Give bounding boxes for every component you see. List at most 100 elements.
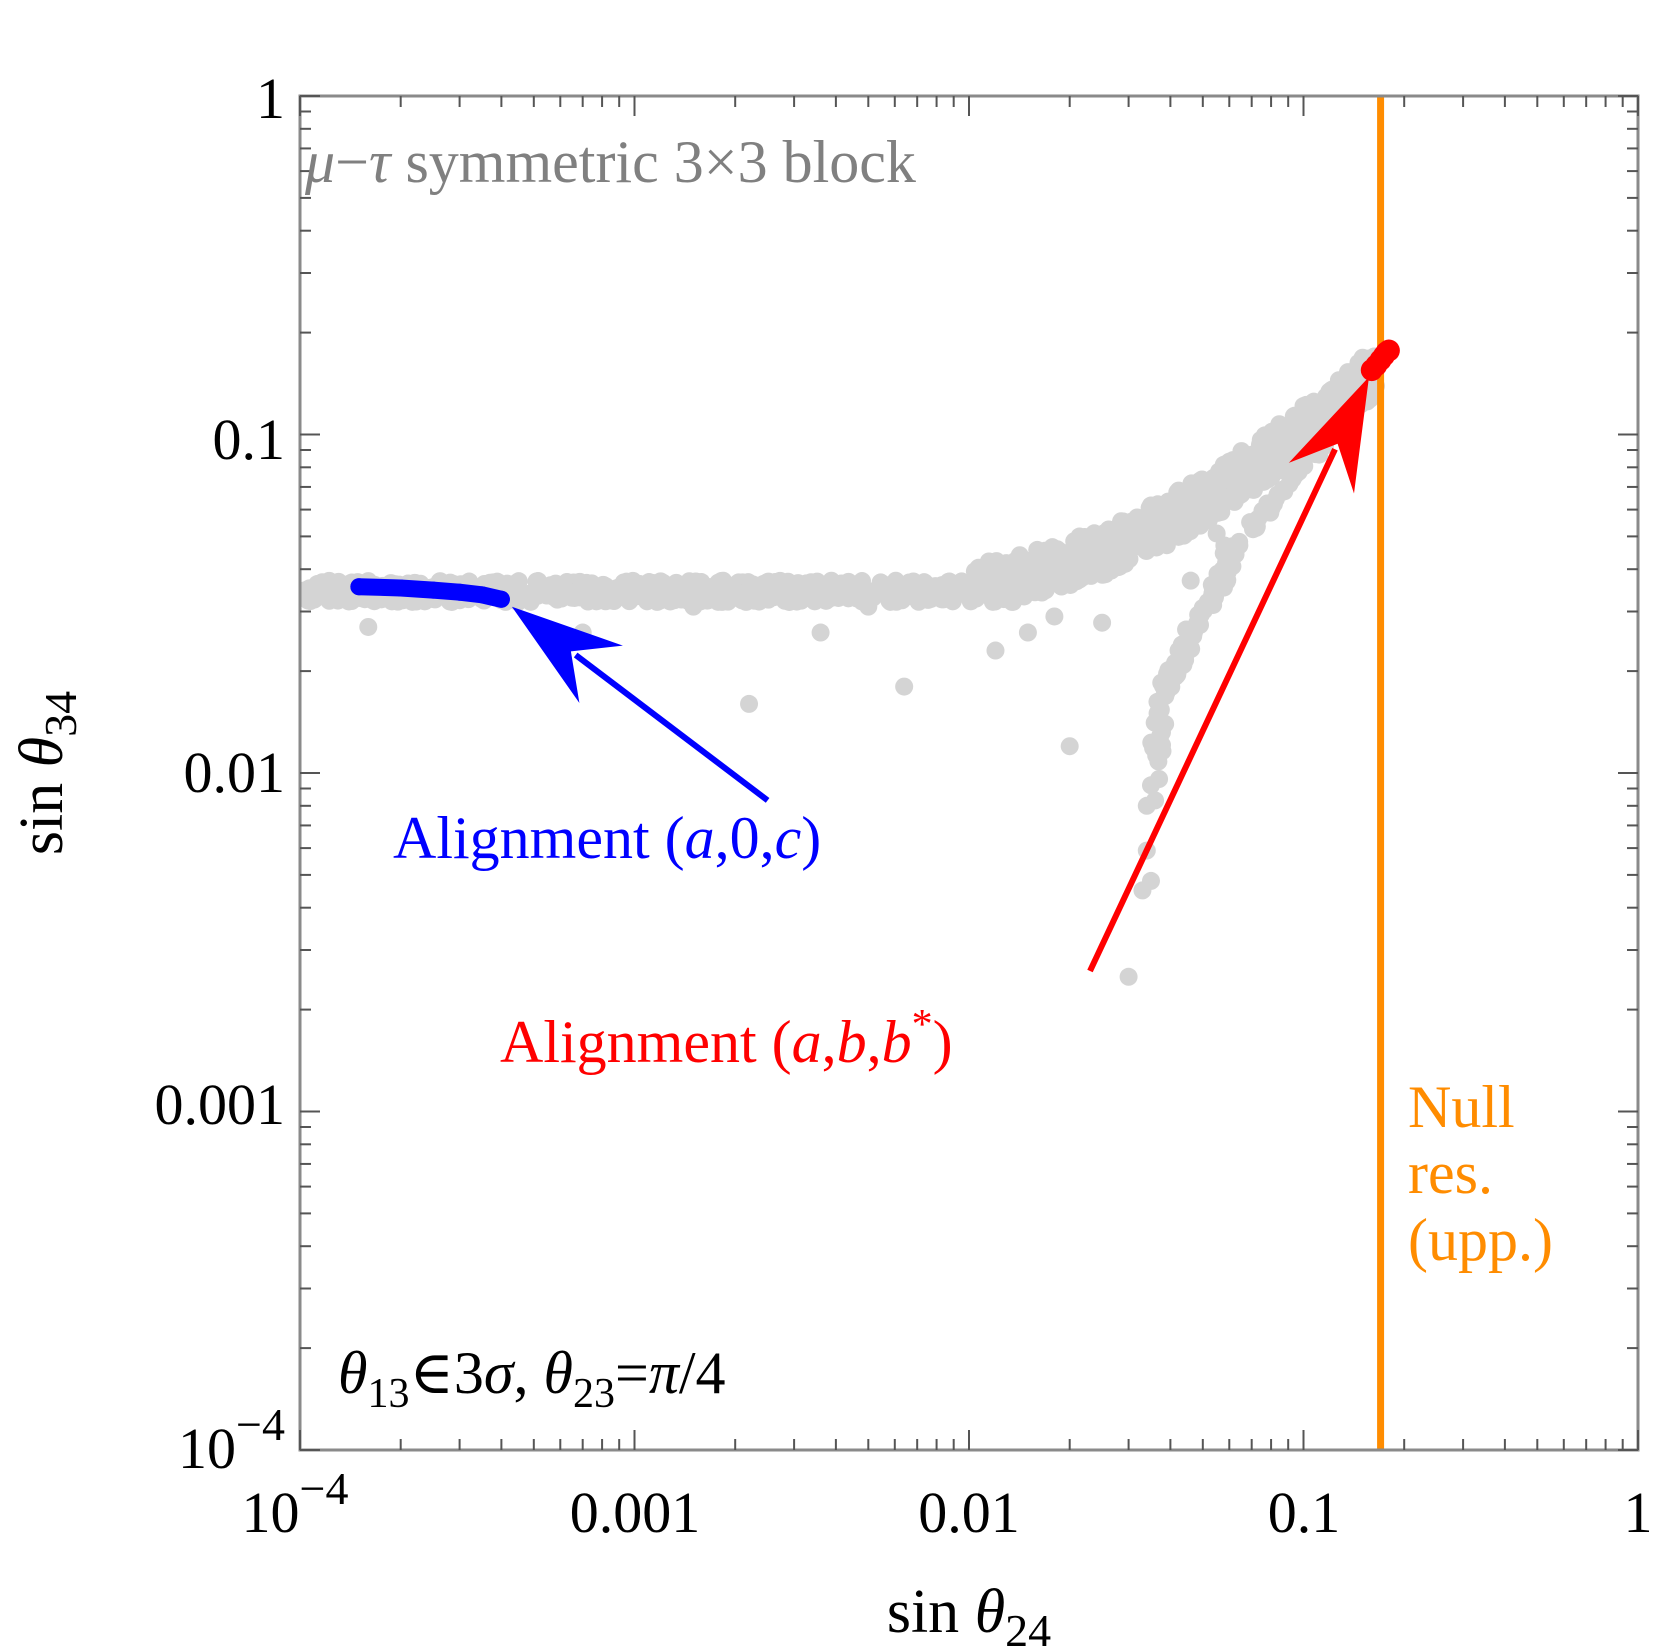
highlight-series: [350, 339, 1400, 608]
scan-outlier-point: [1045, 607, 1064, 626]
scan-outlier-point: [1119, 967, 1138, 986]
alignment-abb-point: [1377, 339, 1400, 362]
scan-point: [580, 580, 599, 599]
red-arrow-head: [1288, 376, 1369, 494]
scan-point: [848, 583, 867, 602]
scan-outlier-point: [740, 694, 759, 713]
x-tick-label-0.01: 0.01: [918, 1480, 1020, 1545]
axis-ticks: [299, 95, 1639, 1451]
scan-point: [890, 576, 909, 595]
scan-point: [1052, 577, 1071, 596]
scan-point: [633, 577, 652, 596]
alignment-a0c-point: [424, 581, 442, 599]
scan-outlier-point: [986, 641, 1005, 660]
reference-line-label-line-1: Null: [1408, 1074, 1515, 1140]
alignment-a0c-point: [492, 590, 510, 608]
scan-point: [1074, 541, 1093, 560]
scan-outlier-point: [1060, 737, 1079, 756]
scan-point: [1024, 551, 1043, 570]
scan-point: [1271, 456, 1290, 475]
scan-point: [1250, 435, 1269, 454]
blue-series-label: Alignment (a,0,c): [393, 805, 821, 871]
scan-outlier-point: [1018, 623, 1037, 642]
scan-point: [961, 590, 980, 609]
scan-point: [773, 579, 792, 598]
reference-line-label-line-2: res.: [1408, 1140, 1493, 1206]
scan-point: [654, 573, 673, 592]
reference-line-label-line-3: (upp.): [1408, 1207, 1553, 1273]
scan-point: [1008, 550, 1027, 569]
scan-point: [1232, 442, 1251, 461]
scan-branch-point: [1218, 563, 1237, 582]
scan-branch-point: [1266, 489, 1285, 508]
scan-branch-point: [1280, 474, 1299, 493]
scan-point: [1295, 418, 1314, 437]
scan-point: [826, 586, 845, 605]
scan-point: [990, 572, 1009, 591]
x-tick-label-1e-4: 10−4: [242, 1463, 349, 1545]
scan-point: [1209, 470, 1228, 489]
scan-point: [1280, 418, 1299, 437]
alignment-a0c-point: [350, 578, 368, 596]
y-tick-label-0.001: 0.001: [155, 1072, 286, 1137]
y-tick-label-0.1: 0.1: [213, 407, 286, 472]
scan-point: [916, 574, 935, 593]
scan-point: [617, 588, 636, 607]
scan-point: [1171, 504, 1190, 523]
red-series-label: Alignment (a,b,b*): [500, 1002, 953, 1075]
y-tick-label-1: 1: [256, 66, 285, 131]
scan-point: [1027, 571, 1046, 590]
scan-point: [548, 582, 567, 601]
scan-outlier-point: [1207, 524, 1226, 543]
scan-point: [1175, 525, 1194, 544]
scan-branch-point: [1176, 646, 1195, 665]
scan-point: [881, 592, 900, 611]
scan-branch-point: [1149, 707, 1168, 726]
scan-outlier-point: [895, 677, 914, 696]
annotation-arrows: [511, 376, 1369, 973]
scan-outlier-point: [1150, 770, 1169, 789]
scan-branch-point: [1191, 615, 1210, 634]
scan-outlier-point: [859, 597, 878, 616]
scan-point: [1084, 558, 1103, 577]
scan-points: [300, 347, 1385, 986]
scan-branch-point: [1168, 665, 1187, 684]
scan-branch-point: [1149, 740, 1168, 759]
scan-outlier-point: [359, 617, 378, 636]
x-axis-title: sin θ24: [887, 1578, 1051, 1650]
scan-branch-point: [1203, 584, 1222, 603]
alignment-a0c-point: [451, 583, 469, 601]
scan-point: [1187, 493, 1206, 512]
blue-arrow-head: [511, 606, 623, 703]
scan-outlier-point: [1141, 871, 1160, 890]
scan-point: [994, 587, 1013, 606]
scan-point: [506, 592, 525, 611]
scan-point: [1248, 471, 1267, 490]
scan-point: [1110, 539, 1129, 558]
scan-outlier-point: [1093, 613, 1112, 632]
scan-point: [1230, 472, 1249, 491]
scan-point: [795, 586, 814, 605]
x-tick-label-1: 1: [1624, 1480, 1653, 1545]
scan-point: [1208, 503, 1227, 522]
scan-point: [698, 591, 717, 610]
scan-point: [314, 582, 333, 601]
scan-point: [965, 562, 984, 581]
scan-point: [1236, 458, 1255, 477]
scan-branch-point: [1295, 457, 1314, 476]
scan-outlier-point: [811, 623, 830, 642]
scan-point: [382, 592, 401, 611]
scan-point: [713, 590, 732, 609]
y-tick-label-0.01: 0.01: [184, 740, 286, 805]
alignment-a0c-point: [473, 586, 491, 604]
scan-point: [667, 573, 686, 592]
scan-outlier-point: [1146, 791, 1165, 810]
scan-point: [1255, 456, 1274, 475]
scan-point: [1106, 523, 1125, 542]
scan-branch-point: [1241, 513, 1260, 532]
scan-point: [1320, 390, 1339, 409]
scan-branch-point: [1156, 684, 1175, 703]
scan-point: [1070, 570, 1089, 589]
scan-point: [991, 558, 1010, 577]
